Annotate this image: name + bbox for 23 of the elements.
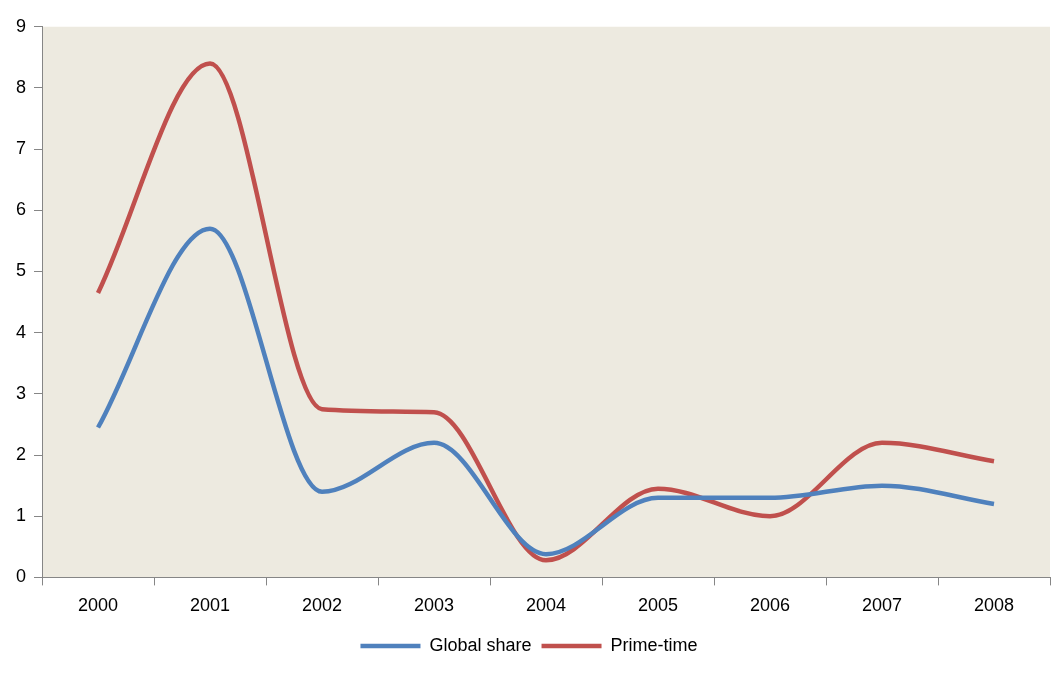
x-tick-label: 2008 (973, 595, 1015, 616)
y-tick-label: 2 (16, 444, 27, 465)
x-tick-label: 2006 (749, 595, 791, 616)
y-tick-label: 6 (16, 199, 27, 220)
line-series (95, 226, 997, 557)
legend-label: Prime-time (610, 634, 698, 655)
line-series (95, 61, 997, 563)
y-tick-label: 8 (16, 76, 27, 97)
legend-label: Global share (429, 634, 532, 655)
y-tick-label: 1 (16, 505, 27, 526)
x-tick-label: 2007 (861, 595, 903, 616)
y-tick-label: 7 (16, 138, 27, 159)
x-tick-label: 2001 (189, 595, 231, 616)
x-tick-label: 2003 (413, 595, 455, 616)
x-tick-label: 2005 (637, 595, 679, 616)
y-tick-label: 0 (16, 566, 27, 587)
y-tick-label: 9 (16, 15, 27, 36)
x-tick-label: 2002 (301, 595, 343, 616)
y-tick-label: 4 (16, 321, 27, 342)
x-tick-label: 2004 (525, 595, 567, 616)
y-tick-label: 3 (16, 382, 27, 403)
x-tick-label: 2000 (77, 595, 119, 616)
y-tick-label: 5 (16, 260, 27, 281)
